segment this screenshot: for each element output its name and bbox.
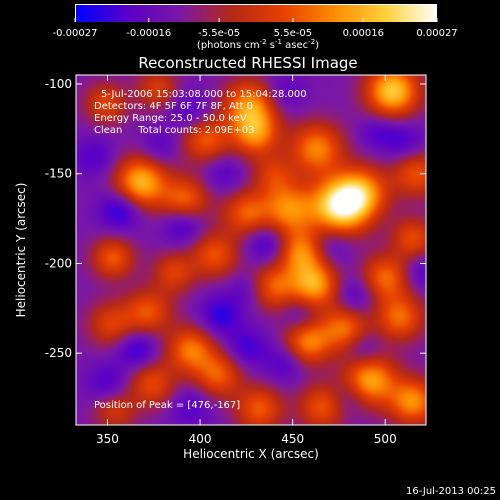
x-tick-label: 450: [281, 432, 304, 446]
y-axis-label: Heliocentric Y (arcsec): [14, 183, 28, 318]
colorbar-unit-label: (photons cm-2 s-1 asec-2): [197, 38, 319, 51]
x-axis: 350 400 450 500: [96, 75, 397, 446]
colorbar-tick-label: 5.5e-05: [274, 28, 312, 39]
colorbar-gradient: [75, 4, 437, 22]
y-tick-label: -200: [45, 256, 72, 270]
x-tick-label: 400: [189, 432, 212, 446]
heatmap-image: [76, 75, 426, 425]
annotation-detectors: Detectors: 4F 5F 6F 7F 8F, Att 0: [94, 101, 253, 112]
colorbar-tick-label: -0.00027: [53, 28, 98, 39]
x-tick-label: 350: [96, 432, 119, 446]
colorbar-tick-label: -0.00016: [126, 28, 171, 39]
annotation-time-range: 5-Jul-2006 15:03:08.000 to 15:04:28.000: [101, 89, 307, 100]
annotation-energy-range: Energy Range: 25.0 - 50.0 keV: [94, 113, 247, 124]
colorbar-tick-label: -5.5e-05: [198, 28, 240, 39]
plot-frame: [75, 74, 427, 426]
colorbar-tick-label: 0.00027: [416, 28, 457, 39]
colorbar-ticks: -0.00027 -0.00016 -5.5e-05 5.5e-05 0.00016 0.…: [53, 18, 458, 39]
y-axis: -100 -150 -200 -250: [45, 77, 426, 360]
x-tick-label: 500: [374, 432, 397, 446]
colorbar-tick-label: 0.00016: [343, 28, 384, 39]
peak-position-label: Position of Peak = [476,-167]: [94, 400, 240, 411]
timestamp: 16-Jul-2013 00:25: [406, 486, 496, 497]
x-axis-label: Heliocentric X (arcsec): [183, 447, 319, 461]
annotation-clean-counts: Clean Total counts: 2.09E+03: [94, 125, 254, 136]
y-tick-label: -150: [45, 167, 72, 181]
annotation-block: 5-Jul-2006 15:03:08.000 to 15:04:28.000 …: [94, 89, 307, 136]
chart-title: Reconstructed RHESSI Image: [138, 54, 357, 72]
colorbar: -0.00027 -0.00016 -5.5e-05 5.5e-05 0.00016 0.…: [53, 4, 458, 51]
y-tick-label: -250: [45, 346, 72, 360]
y-tick-label: -100: [45, 77, 72, 91]
